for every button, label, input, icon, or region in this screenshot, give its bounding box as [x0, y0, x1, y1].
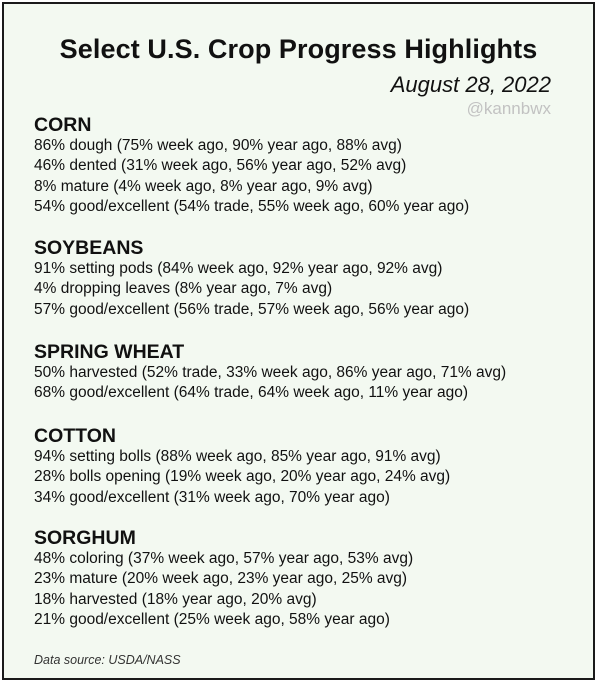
- author-handle: @kannbwx: [466, 99, 551, 118]
- section-line: 18% harvested (18% year ago, 20% avg): [34, 590, 317, 608]
- page-title: Select U.S. Crop Progress Highlights: [59, 34, 538, 64]
- section-cotton: COTTON 94% setting bolls (88% week ago, …: [34, 425, 450, 508]
- section-line: 91% setting pods (84% week ago, 92% year…: [34, 260, 443, 277]
- section-title: SORGHUM: [34, 527, 136, 549]
- data-source-note: Data source: USDA/NASS: [34, 653, 181, 667]
- section-corn: CORN 86% dough (75% week ago, 90% year a…: [34, 114, 469, 218]
- section-line: 28% bolls opening (19% week ago, 20% yea…: [34, 468, 451, 486]
- section-line: 48% coloring (37% week ago, 57% year ago…: [34, 550, 414, 567]
- section-line: 4% dropping leaves (8% year ago, 7% avg): [34, 280, 333, 298]
- section-spring-wheat: SPRING WHEAT 50% harvested (52% trade, 3…: [34, 341, 506, 404]
- section-title: COTTON: [34, 425, 116, 447]
- section-line: 54% good/excellent (54% trade, 55% week …: [34, 198, 470, 216]
- section-line: 46% dented (31% week ago, 56% year ago, …: [34, 157, 407, 175]
- section-title: SOYBEANS: [34, 237, 144, 259]
- section-line: 68% good/excellent (64% trade, 64% week …: [34, 384, 468, 402]
- section-line: 34% good/excellent (31% week ago, 70% ye…: [34, 488, 390, 506]
- section-line: 57% good/excellent (56% trade, 57% week …: [34, 300, 470, 318]
- section-line: 86% dough (75% week ago, 90% year ago, 8…: [34, 137, 402, 154]
- section-line: 50% harvested (52% trade, 33% week ago, …: [34, 364, 507, 381]
- section-soybeans: SOYBEANS 91% setting pods (84% week ago,…: [34, 237, 469, 320]
- section-line: 23% mature (20% week ago, 23% year ago, …: [34, 570, 408, 588]
- section-title: CORN: [34, 114, 92, 136]
- section-line: 21% good/excellent (25% week ago, 58% ye…: [34, 611, 390, 629]
- section-title: SPRING WHEAT: [34, 341, 185, 363]
- report-date: August 28, 2022: [390, 72, 551, 97]
- section-line: 8% mature (4% week ago, 8% year ago, 9% …: [34, 177, 373, 195]
- section-line: 94% setting bolls (88% week ago, 85% yea…: [34, 448, 441, 465]
- section-sorghum: SORGHUM 48% coloring (37% week ago, 57% …: [34, 527, 413, 631]
